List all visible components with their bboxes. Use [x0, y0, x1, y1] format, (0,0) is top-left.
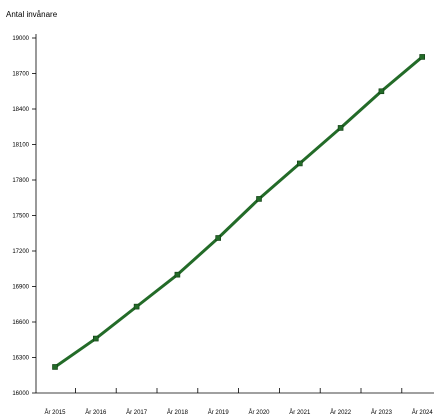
y-tick-label: 18400: [12, 107, 29, 113]
y-tick-label: 16000: [12, 391, 29, 397]
data-point: [296, 160, 303, 167]
y-tick-label: 16900: [12, 285, 29, 291]
data-point: [93, 335, 99, 342]
data-point: [133, 303, 140, 310]
x-tick-label: År 2021: [289, 409, 311, 416]
data-point: [215, 235, 221, 241]
data-point: [337, 125, 344, 131]
data-point: [52, 364, 58, 370]
x-tick-label: År 2022: [330, 409, 352, 416]
data-point: [378, 88, 385, 95]
x-tick-label: År 2017: [126, 409, 148, 416]
x-tick-label: År 2016: [85, 409, 107, 416]
x-tick-label: År 2023: [371, 409, 393, 416]
axes: [35, 34, 434, 394]
y-tick-label: 18100: [12, 143, 29, 149]
y-tick-label: 17800: [12, 178, 29, 184]
series-group: [52, 54, 426, 370]
data-point: [174, 271, 181, 278]
y-axis-ticks: 16000 16300 16600 16900 17200 17500 17800 18100…: [12, 36, 36, 397]
y-tick-label: 19000: [12, 36, 29, 42]
y-tick-label: 17500: [12, 214, 29, 220]
y-tick-label: 16600: [12, 320, 29, 326]
y-axis-title: Antal invånare: [6, 10, 58, 19]
x-tick-label: År 2018: [167, 409, 189, 416]
x-tick-label: År 2024: [412, 409, 434, 416]
data-point: [419, 54, 426, 60]
x-tick-label: År 2020: [248, 409, 270, 416]
x-axis-ticks: År 2015 År 2016 År 2017 År 2018 År 2019 År 20…: [44, 388, 433, 416]
series-line: [53, 55, 424, 369]
x-tick-label: År 2019: [208, 409, 230, 416]
y-tick-label: 18700: [12, 72, 29, 78]
data-point: [256, 196, 262, 202]
y-tick-label: 17200: [12, 249, 29, 255]
y-tick-label: 16300: [12, 356, 29, 362]
x-tick-label: År 2015: [44, 409, 66, 416]
